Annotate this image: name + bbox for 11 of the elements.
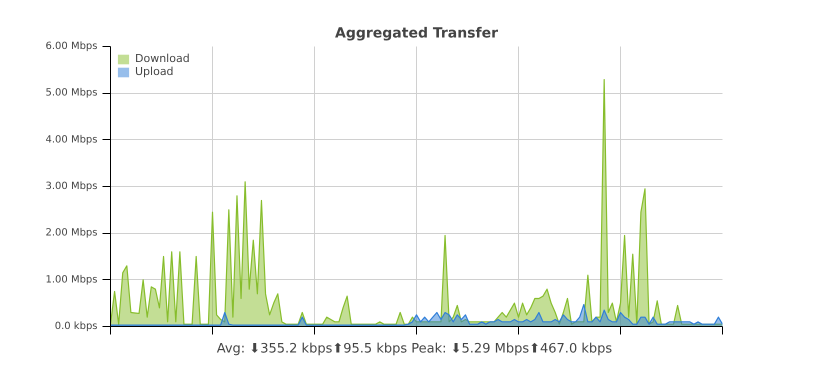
y-tick-label: 0.0 kbps bbox=[54, 321, 98, 332]
legend-label: Upload bbox=[135, 65, 174, 78]
y-tick-label: 4.00 Mbps bbox=[46, 134, 98, 146]
y-tick-label: 2.00 Mbps bbox=[46, 228, 98, 239]
legend-label: Download bbox=[135, 52, 190, 65]
chart-title: Aggregated Transfer bbox=[335, 26, 498, 42]
y-tick-label: 5.00 Mbps bbox=[46, 88, 98, 99]
y-tick-label: 1.00 Mbps bbox=[46, 274, 98, 286]
text: Avg: ⬇355.2 kbps⬆95.5 kbps Peak: ⬇5.29 Mbps⬆467.0 kbps bbox=[216, 342, 612, 356]
y-tick-label: 6.00 Mbps bbox=[46, 41, 98, 52]
y-tick-label: 3.00 Mbps bbox=[46, 181, 98, 192]
